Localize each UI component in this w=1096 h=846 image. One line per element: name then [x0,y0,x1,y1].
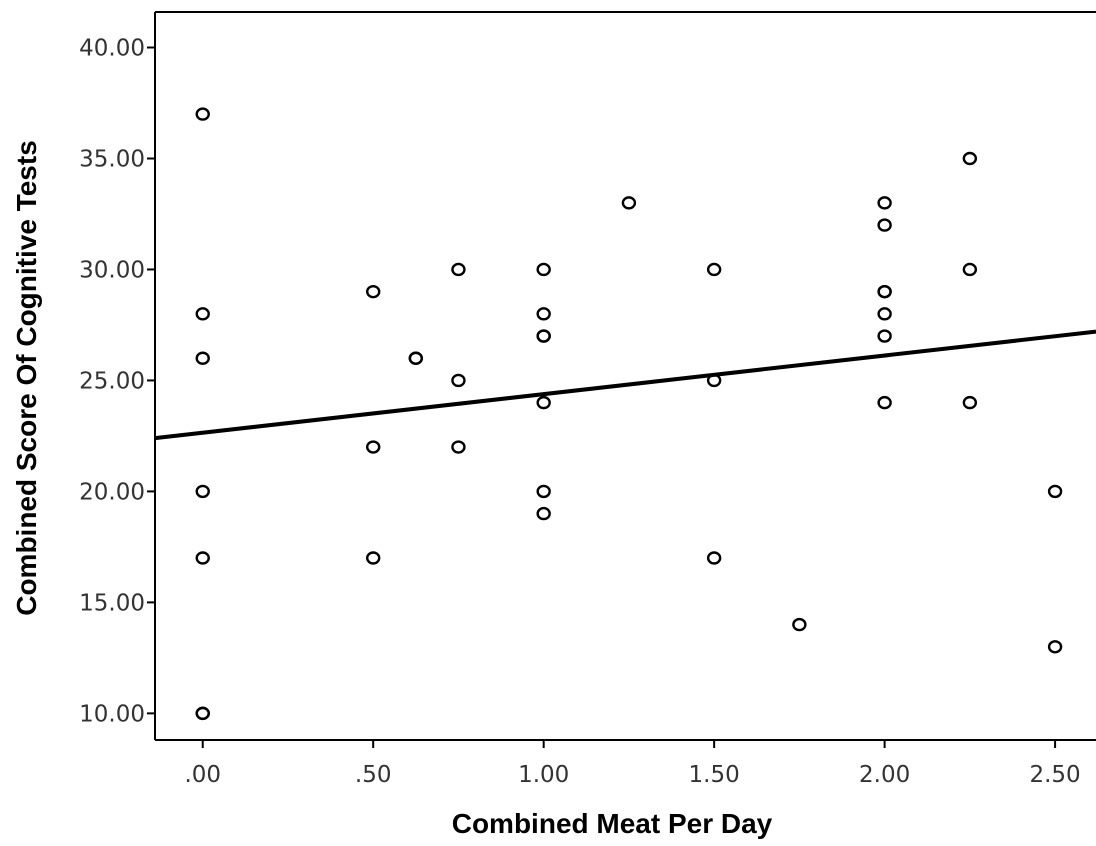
data-point [195,706,210,721]
data-point [195,551,210,565]
x-tick-label: 1.00 [518,762,569,788]
data-point [962,262,978,277]
data-point [962,395,978,410]
x-axis-title: Combined Meat Per Day [452,808,773,839]
x-tick-label: 2.50 [1029,762,1080,788]
data-point [408,351,424,365]
data-point [877,329,892,343]
data-point [877,395,892,410]
axes [154,11,1096,741]
data-point [451,373,466,388]
data-point [792,617,807,632]
data-point [195,351,210,365]
x-tick-label: 1.50 [689,762,740,788]
data-point [621,196,637,210]
data-point [536,395,551,410]
data-point [706,262,722,277]
fit-line-group [154,329,1096,441]
data-point [536,329,551,343]
data-point [536,307,551,321]
data-point [195,107,210,121]
data-point [706,551,722,565]
x-tick-label: .00 [184,762,221,788]
data-point [451,440,466,454]
data-point [366,440,381,454]
fit-line [154,329,1096,441]
data-point [1047,484,1063,499]
x-tick-label: .50 [355,762,392,788]
y-tick-label: 20.00 [79,479,145,505]
y-tick-label: 35.00 [79,146,145,172]
y-tick-label: 30.00 [79,257,145,283]
data-point [877,196,892,210]
data-point [706,373,722,388]
y-tick-label: 25.00 [79,368,145,394]
data-point [451,262,466,277]
data-point [195,307,210,321]
data-point [536,484,551,499]
data-point [877,284,892,299]
data-points [195,107,1063,721]
data-point [877,307,892,321]
data-point [536,506,551,521]
data-point [962,151,978,166]
data-point [366,284,381,299]
y-axis-ticks: 10.00 15.00 20.00 25.00 30.00 35.00 40.00 [79,36,155,727]
y-tick-label: 10.00 [79,701,145,727]
data-point [536,262,551,277]
y-tick-label: 40.00 [79,36,145,62]
x-tick-label: 2.00 [859,762,910,788]
x-axis-ticks: .00 .50 1.00 1.50 2.00 2.50 [184,740,1081,788]
data-point [1047,640,1063,654]
data-point [195,484,210,499]
y-tick-label: 15.00 [79,590,145,616]
data-point [366,551,381,565]
y-axis-title: Combined Score Of Cognitive Tests [11,140,42,616]
data-point [877,218,892,232]
